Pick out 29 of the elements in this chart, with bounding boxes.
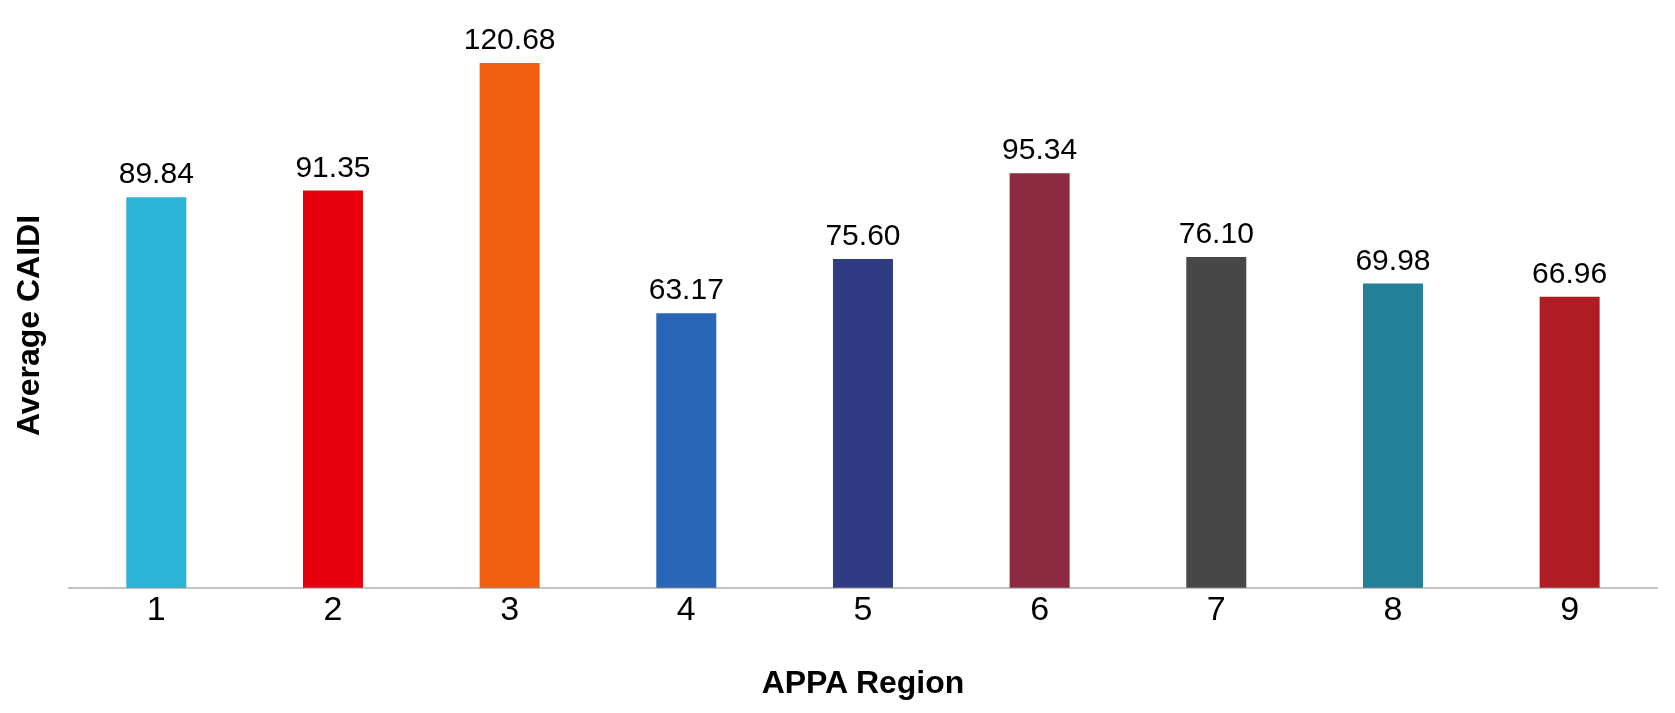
x-tick-label: 9 <box>1560 589 1580 628</box>
bar <box>1539 296 1600 588</box>
x-tick-label: 7 <box>1206 589 1226 628</box>
bar <box>1186 256 1247 588</box>
data-label: 69.98 <box>1355 242 1431 276</box>
data-label: 91.35 <box>295 149 371 183</box>
bar <box>302 190 363 588</box>
bar <box>656 313 717 588</box>
data-label: 75.60 <box>825 218 901 252</box>
data-label: 66.96 <box>1532 255 1608 289</box>
data-label: 95.34 <box>1002 132 1078 166</box>
x-tick-label: 2 <box>323 589 343 628</box>
bar <box>126 197 187 588</box>
bar <box>479 63 540 588</box>
data-label: 63.17 <box>648 272 724 306</box>
bar <box>832 259 893 588</box>
x-tick-label: 6 <box>1030 589 1050 628</box>
x-tick-label: 1 <box>146 589 166 628</box>
x-axis-title: APPA Region <box>761 664 965 700</box>
data-label: 76.10 <box>1178 215 1254 249</box>
bar <box>1009 173 1070 588</box>
bar <box>1362 283 1423 588</box>
x-tick-label: 3 <box>500 589 520 628</box>
data-label: 120.68 <box>463 22 556 55</box>
data-label: 89.84 <box>118 156 194 190</box>
x-tick-label: 8 <box>1383 589 1403 628</box>
x-tick-label: 5 <box>853 589 873 628</box>
x-tick-label: 4 <box>676 589 696 628</box>
y-axis-title: Average CAIDI <box>10 214 47 437</box>
